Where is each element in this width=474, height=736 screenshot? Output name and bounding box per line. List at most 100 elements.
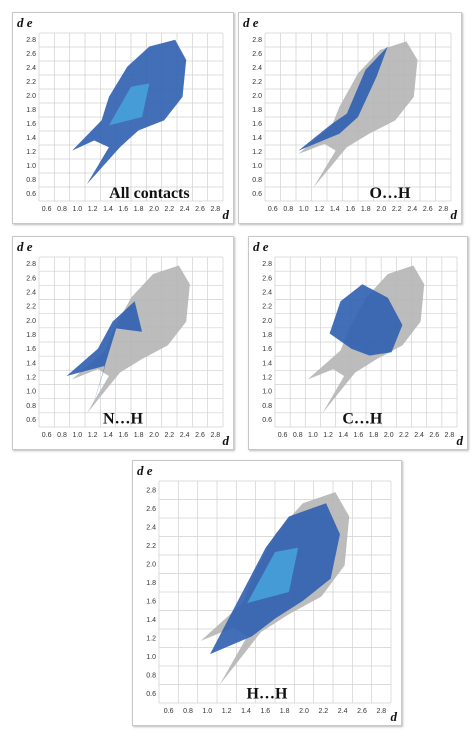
x-tick-label: 0.6 xyxy=(42,206,52,213)
x-tick-label: 2.0 xyxy=(384,432,394,439)
y-tick-label: 2.4 xyxy=(262,289,272,296)
x-tick-label: 1.8 xyxy=(134,206,144,213)
plot: 0.6 0.8 1.0 1.2 1.4 1.6 1.8 2.0 2.2 2.4 2.6 2.8 0.6 0… xyxy=(243,15,458,222)
plot: 0.6 0.8 1.0 1.2 1.4 1.6 1.8 2.0 2.2 2.4 2.6 2.8 0.6 0… xyxy=(137,463,398,724)
x-tick-label: 1.0 xyxy=(72,206,82,213)
plot: 0.6 0.8 1.0 1.2 1.4 1.6 1.8 2.0 2.2 2.4 2.6 2.8 0.6 0… xyxy=(17,15,230,222)
y-tick-label: 0.8 xyxy=(26,403,36,410)
x-tick-label: 2.6 xyxy=(423,206,433,213)
y-tick-label: 2.6 xyxy=(252,51,262,58)
x-tick-label: 2.0 xyxy=(149,206,159,213)
contact-label: O…H xyxy=(370,185,411,202)
blue-region xyxy=(329,284,403,356)
x-tick-label: 1.4 xyxy=(103,432,113,439)
x-tick-label: 2.6 xyxy=(357,708,367,715)
y-tick-label: 1.0 xyxy=(262,389,272,396)
y-tick-label: 2.2 xyxy=(252,79,262,86)
y-tick-label: 1.6 xyxy=(26,121,36,128)
x-tick-label: 2.2 xyxy=(164,206,174,213)
blue-region xyxy=(298,46,388,151)
y-tick-label: 1.8 xyxy=(252,107,262,114)
x-tick-label: 1.8 xyxy=(280,708,290,715)
x-tick-label: 2.8 xyxy=(438,206,448,213)
x-tick-label: 1.2 xyxy=(323,432,333,439)
x-tick-label: 0.6 xyxy=(42,432,52,439)
contact-label: H…H xyxy=(247,686,288,703)
x-axis-label: d xyxy=(223,433,230,448)
x-tick-label: 1.6 xyxy=(345,206,355,213)
y-tick-label: 2.4 xyxy=(26,289,36,296)
x-tick-label: 2.6 xyxy=(195,206,205,213)
x-axis-label: d xyxy=(457,433,464,448)
x-tick-label: 1.6 xyxy=(260,708,270,715)
y-tick-label: 2.2 xyxy=(26,79,36,86)
x-tick-label: 1.2 xyxy=(88,206,98,213)
x-tick-label: 1.0 xyxy=(72,432,82,439)
x-tick-label: 1.0 xyxy=(299,206,309,213)
x-tick-label: 1.2 xyxy=(88,432,98,439)
y-tick-label: 1.4 xyxy=(252,135,262,142)
x-tick-label: 1.8 xyxy=(369,432,379,439)
y-tick-label: 2.4 xyxy=(146,524,156,531)
x-tick-label: 2.2 xyxy=(392,206,402,213)
y-tick-label: 2.6 xyxy=(26,275,36,282)
x-tick-label: 2.4 xyxy=(180,432,190,439)
y-tick-label: 2.0 xyxy=(262,318,272,325)
y-tick-label: 2.0 xyxy=(146,561,156,568)
y-tick-label: 1.0 xyxy=(146,654,156,661)
y-tick-label: 1.6 xyxy=(146,598,156,605)
y-tick-label: 1.8 xyxy=(26,107,36,114)
fingerprint-panel: 0.6 0.8 1.0 1.2 1.4 1.6 1.8 2.0 2.2 2.4 2.6 2.8 0.6 0… xyxy=(132,460,402,726)
x-tick-label: 1.6 xyxy=(118,206,128,213)
y-tick-label: 2.6 xyxy=(262,275,272,282)
x-tick-label: 1.8 xyxy=(361,206,371,213)
y-tick-label: 1.6 xyxy=(252,121,262,128)
x-tick-label: 2.8 xyxy=(210,432,220,439)
y-tick-label: 0.6 xyxy=(262,417,272,424)
contact-label: All contacts xyxy=(109,185,189,202)
x-tick-label: 0.6 xyxy=(278,432,288,439)
x-tick-label: 1.6 xyxy=(118,432,128,439)
y-axis-label: d e xyxy=(17,239,33,254)
contact-label: N…H xyxy=(103,411,144,428)
y-axis-label: d e xyxy=(17,15,33,30)
fingerprint-panel: 0.6 0.8 1.0 1.2 1.4 1.6 1.8 2.0 2.2 2.4 2.6 2.8 0.6 0… xyxy=(12,12,234,224)
y-tick-label: 1.8 xyxy=(262,332,272,339)
x-tick-label: 2.4 xyxy=(407,206,417,213)
y-tick-label: 2.6 xyxy=(26,51,36,58)
x-tick-label: 0.8 xyxy=(57,432,67,439)
x-tick-label: 1.4 xyxy=(330,206,340,213)
x-tick-label: 2.2 xyxy=(164,432,174,439)
x-tick-label: 2.2 xyxy=(399,432,409,439)
y-axis-label: d e xyxy=(137,463,153,478)
y-tick-label: 2.2 xyxy=(26,304,36,311)
y-tick-label: 2.8 xyxy=(26,261,36,268)
x-tick-label: 2.2 xyxy=(318,708,328,715)
x-tick-label: 1.8 xyxy=(134,432,144,439)
gray-region xyxy=(72,265,190,414)
y-tick-label: 1.2 xyxy=(262,374,272,381)
y-tick-label: 2.8 xyxy=(262,261,272,268)
y-tick-label: 0.6 xyxy=(26,191,36,198)
y-tick-label: 2.4 xyxy=(252,65,262,72)
y-tick-label: 2.8 xyxy=(252,37,262,44)
x-tick-label: 0.8 xyxy=(183,708,193,715)
y-tick-label: 0.6 xyxy=(26,417,36,424)
x-tick-label: 2.4 xyxy=(338,708,348,715)
x-tick-label: 0.6 xyxy=(268,206,278,213)
x-tick-label: 2.0 xyxy=(299,708,309,715)
y-tick-label: 1.4 xyxy=(146,617,156,624)
x-tick-label: 2.0 xyxy=(149,432,159,439)
y-tick-label: 1.2 xyxy=(252,149,262,156)
y-tick-label: 1.4 xyxy=(26,360,36,367)
y-tick-label: 1.0 xyxy=(252,163,262,170)
x-tick-label: 1.0 xyxy=(202,708,212,715)
y-axis-label: d e xyxy=(243,15,259,30)
x-tick-label: 1.0 xyxy=(308,432,318,439)
y-tick-label: 1.0 xyxy=(26,163,36,170)
y-tick-label: 0.8 xyxy=(26,177,36,184)
y-tick-label: 2.0 xyxy=(252,93,262,100)
x-tick-label: 0.6 xyxy=(164,708,174,715)
x-tick-label: 1.4 xyxy=(338,432,348,439)
